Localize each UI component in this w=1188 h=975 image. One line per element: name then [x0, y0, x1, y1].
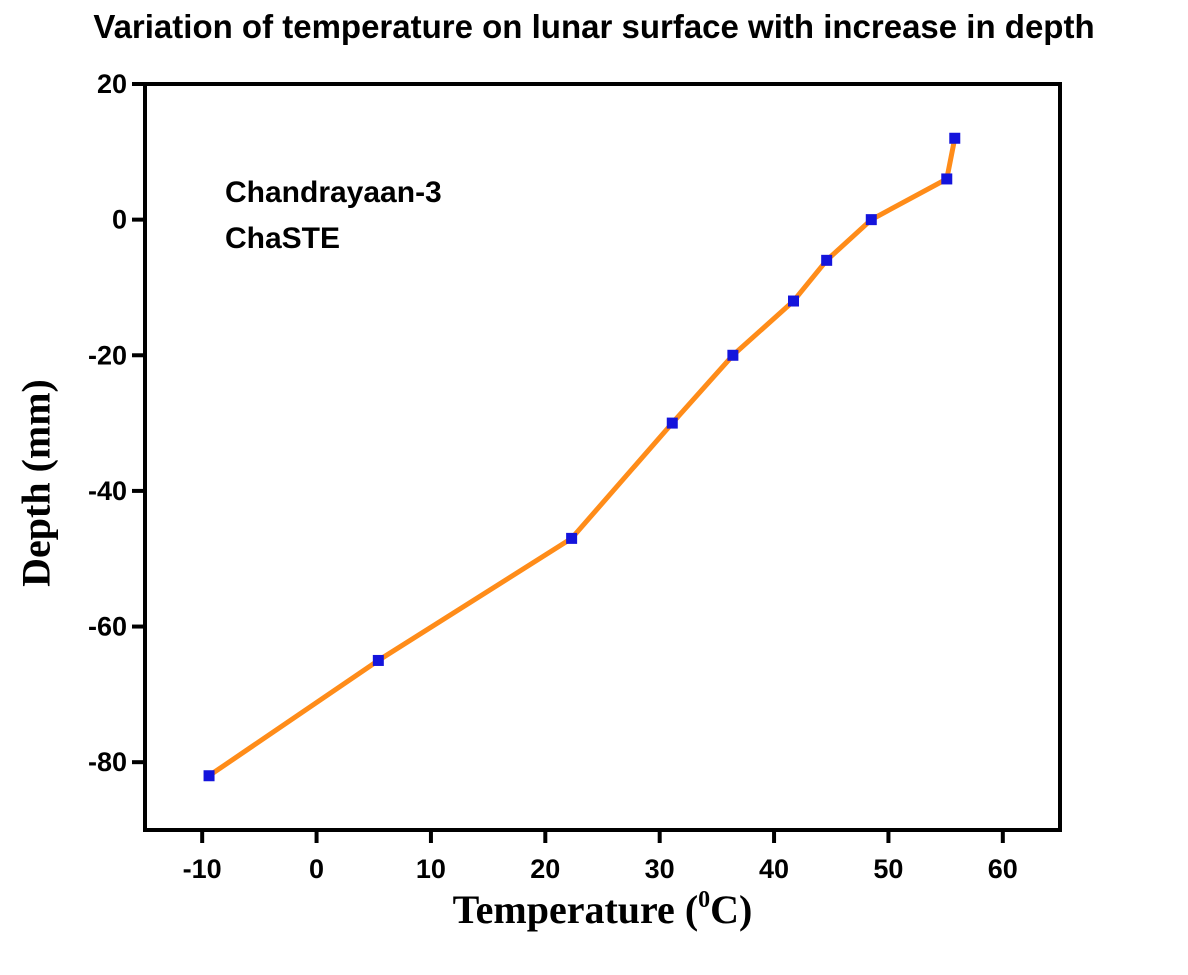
- plot-frame: [143, 82, 1062, 832]
- x-axis-label-prefix: Temperature (: [452, 887, 699, 932]
- data-point-marker: [372, 654, 384, 666]
- x-axis-tick-label: 40: [759, 854, 789, 884]
- data-point-marker: [566, 532, 578, 544]
- data-point-marker: [949, 132, 961, 144]
- y-axis-tick-label: 0: [112, 205, 127, 235]
- annotation-line-mission: Chandrayaan-3: [225, 176, 442, 209]
- chart-title: Variation of temperature on lunar surfac…: [93, 8, 1095, 45]
- x-axis-tick-label: 20: [530, 854, 560, 884]
- y-axis-tick-label: -80: [88, 747, 127, 777]
- data-point-marker: [203, 770, 215, 782]
- x-axis-tick-label: 50: [873, 854, 903, 884]
- y-axis-tick-label: -60: [88, 612, 127, 642]
- data-line: [207, 137, 958, 778]
- data-point-marker: [821, 254, 833, 266]
- x-axis-tick-label: 10: [416, 854, 446, 884]
- annotation-block: Chandrayaan-3 ChaSTE: [225, 170, 442, 262]
- data-point-marker: [865, 214, 877, 226]
- x-axis-tick-label: -10: [183, 854, 222, 884]
- x-axis-tick-label: 0: [309, 854, 324, 884]
- data-point-marker: [788, 295, 800, 307]
- x-axis-tick-label: 30: [645, 854, 675, 884]
- annotation-line-instrument: ChaSTE: [225, 222, 341, 255]
- x-axis-tick-label: 60: [988, 854, 1018, 884]
- y-axis-tick-label: 20: [97, 69, 127, 99]
- x-axis-label: Temperature (0C): [145, 886, 1060, 933]
- data-point-marker: [727, 349, 739, 361]
- x-axis-label-suffix: C): [710, 887, 753, 932]
- x-axis-label-superscript: 0: [698, 887, 711, 913]
- y-axis-label: Depth (mm): [13, 379, 59, 587]
- y-axis-tick-label: -20: [88, 340, 127, 370]
- data-point-marker: [941, 173, 953, 185]
- y-axis-tick-label: -40: [88, 476, 127, 506]
- data-point-marker: [666, 417, 678, 429]
